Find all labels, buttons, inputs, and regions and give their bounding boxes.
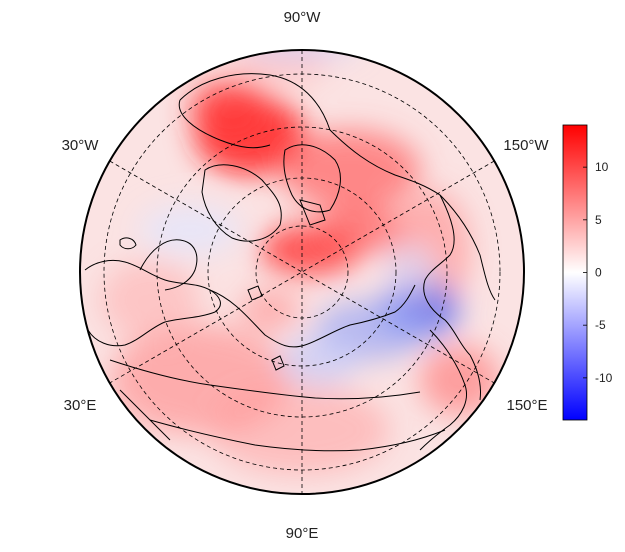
colorbar-tick-label: 0 bbox=[595, 266, 602, 280]
graticule bbox=[103, 50, 501, 494]
lon-label-150w: 150°W bbox=[503, 137, 549, 154]
colorbar-tick-label: -10 bbox=[595, 371, 613, 385]
map-disc bbox=[80, 50, 524, 494]
lon-label-90w: 90°W bbox=[284, 9, 322, 26]
colorbar-tick-label: 10 bbox=[595, 160, 609, 174]
lon-label-150e: 150°E bbox=[506, 397, 547, 414]
map-boundary bbox=[79, 49, 525, 495]
colorbar-tick-label: 5 bbox=[595, 213, 602, 227]
anomaly-field bbox=[100, 50, 500, 475]
coastlines bbox=[84, 73, 496, 452]
colorbar-ticks: 10 5 0 -5 -10 bbox=[583, 160, 613, 385]
lon-label-30e: 30°E bbox=[64, 397, 97, 414]
colorbar: 10 5 0 -5 -10 bbox=[562, 124, 613, 421]
colorbar-tick-label: -5 bbox=[595, 318, 606, 332]
lon-label-90e: 90°E bbox=[286, 525, 319, 542]
lon-label-30w: 30°W bbox=[62, 137, 100, 154]
